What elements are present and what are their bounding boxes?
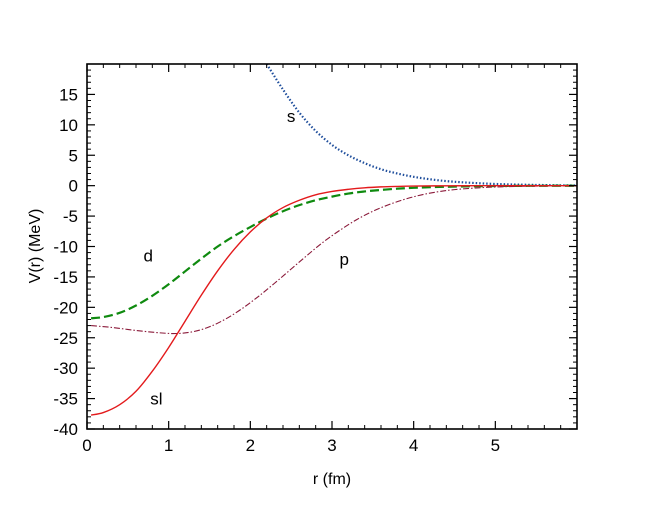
curve-label-p: p xyxy=(340,250,349,269)
x-tick-label: 4 xyxy=(409,436,418,455)
series-line-p xyxy=(91,185,577,335)
x-axis-label: r (fm) xyxy=(313,471,351,488)
y-tick-label: 0 xyxy=(69,177,78,196)
y-tick-label: -5 xyxy=(63,207,78,226)
y-tick-label: -25 xyxy=(53,329,78,348)
series-line-d xyxy=(90,184,577,320)
series-layer xyxy=(90,64,577,416)
y-tick-label: 10 xyxy=(59,116,78,135)
x-tick-label: 3 xyxy=(327,436,336,455)
series-line-sl xyxy=(90,184,577,416)
curve-label-s: s xyxy=(287,107,296,126)
y-tick-label: -35 xyxy=(53,390,78,409)
curve-label-sl: sl xyxy=(150,390,162,409)
y-tick-label: -30 xyxy=(53,359,78,378)
x-tick-label: 1 xyxy=(164,436,173,455)
y-tick-label: -15 xyxy=(53,268,78,287)
annotation-layer: s d p sl xyxy=(144,107,349,409)
y-axis-label: V(r) (MeV) xyxy=(27,209,44,284)
y-tick-label: 15 xyxy=(59,85,78,104)
series-line-s xyxy=(265,64,577,187)
y-tick-label: -40 xyxy=(53,420,78,439)
x-tick-label: 0 xyxy=(82,436,91,455)
y-tick-label: 5 xyxy=(69,146,78,165)
x-tick-label: 2 xyxy=(246,436,255,455)
y-tick-label: -10 xyxy=(53,238,78,257)
y-tick-label: -20 xyxy=(53,298,78,317)
x-tick-label: 5 xyxy=(491,436,500,455)
curve-label-d: d xyxy=(144,247,153,266)
plot-frame xyxy=(86,63,578,430)
